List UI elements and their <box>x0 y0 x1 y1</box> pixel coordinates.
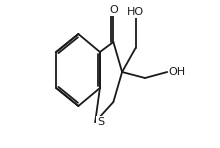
Text: S: S <box>97 117 104 127</box>
Text: O: O <box>109 5 118 15</box>
Text: HO: HO <box>127 7 144 17</box>
Text: OH: OH <box>169 67 186 77</box>
